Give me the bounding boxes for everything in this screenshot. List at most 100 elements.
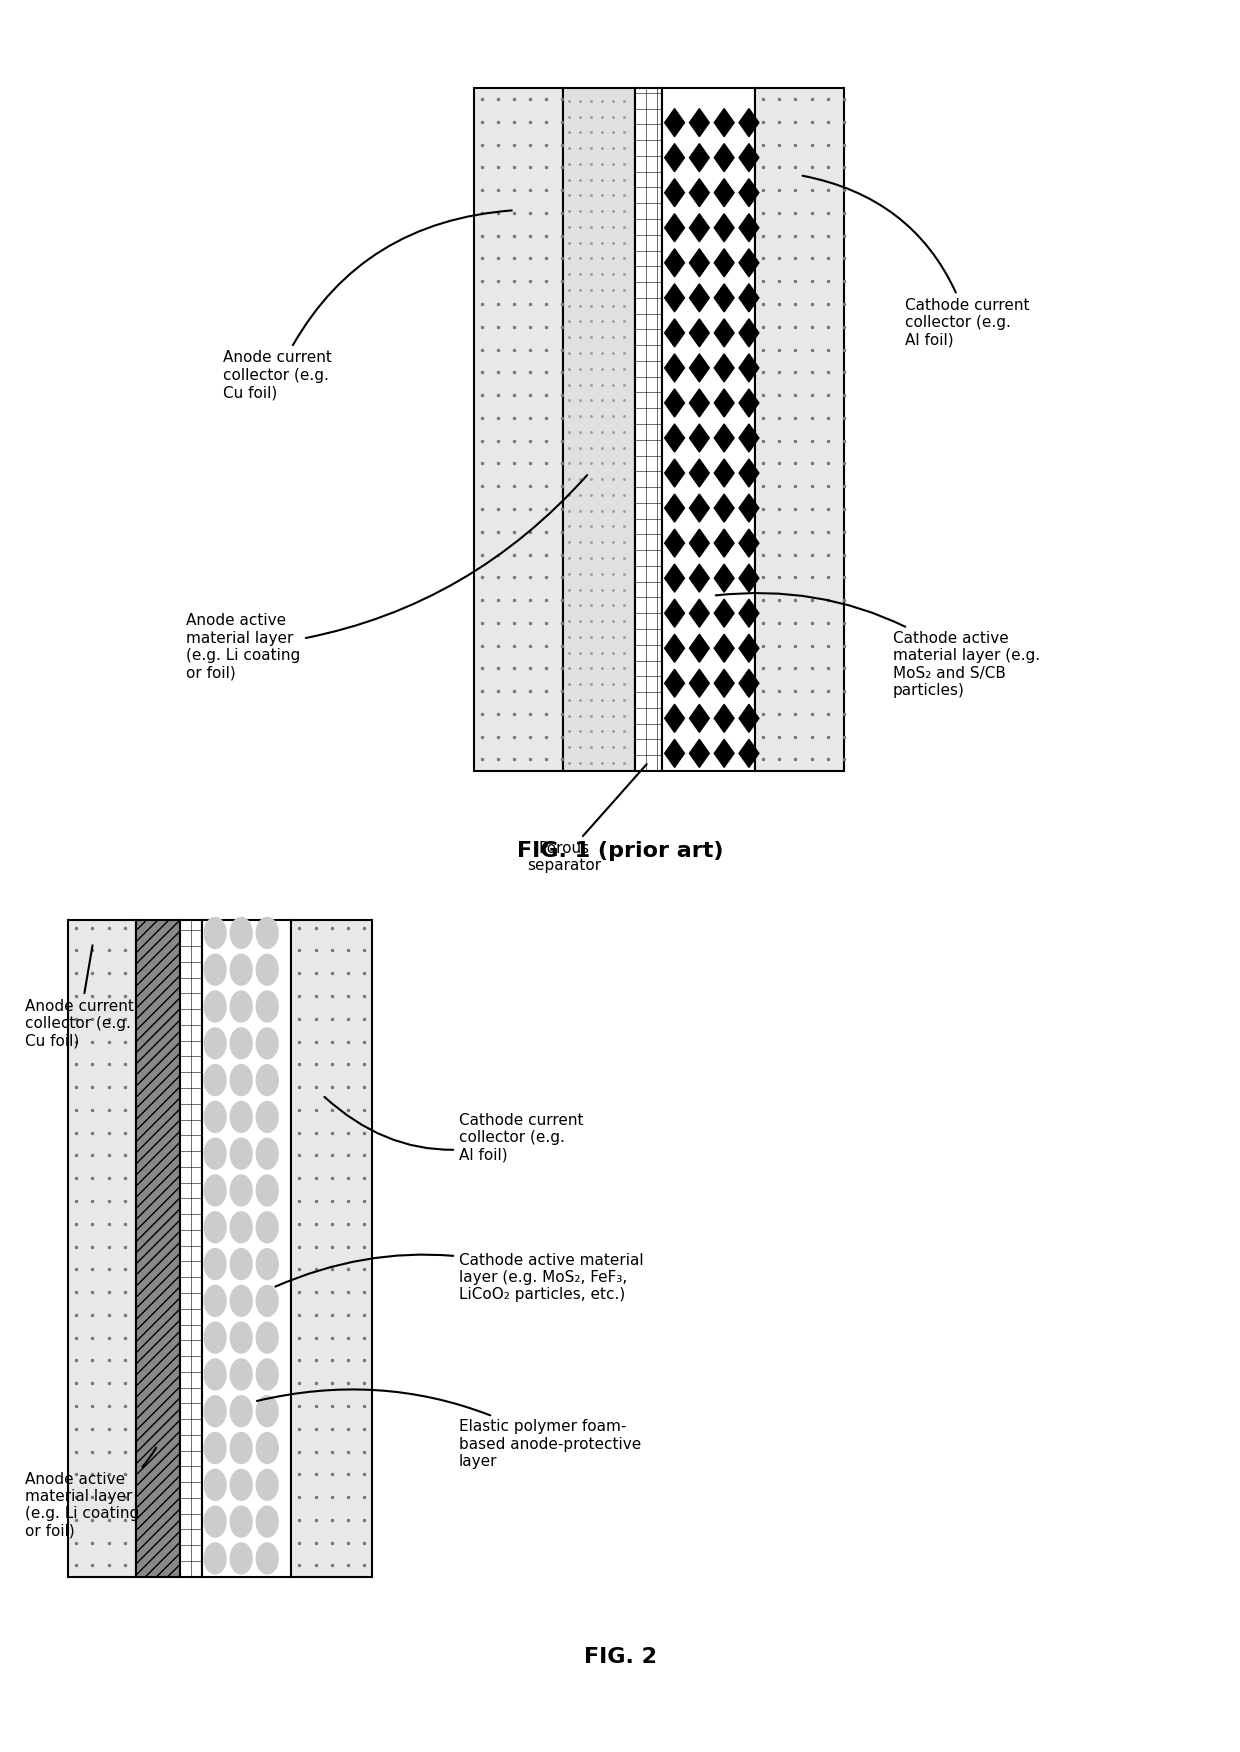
Circle shape — [205, 1544, 226, 1573]
Circle shape — [205, 1212, 226, 1242]
Polygon shape — [689, 564, 709, 592]
Polygon shape — [714, 214, 734, 242]
Bar — [755, 88, 844, 771]
Circle shape — [257, 1544, 278, 1573]
Circle shape — [231, 1065, 252, 1095]
Circle shape — [257, 1323, 278, 1353]
Circle shape — [257, 1212, 278, 1242]
Polygon shape — [739, 459, 759, 487]
Polygon shape — [739, 529, 759, 557]
Bar — [68, 920, 136, 1577]
Polygon shape — [665, 669, 684, 697]
Polygon shape — [714, 564, 734, 592]
Bar — [662, 88, 755, 771]
Bar — [291, 920, 372, 1577]
Polygon shape — [665, 739, 684, 767]
Polygon shape — [665, 354, 684, 382]
Bar — [180, 920, 202, 1577]
Polygon shape — [714, 109, 734, 137]
Polygon shape — [714, 739, 734, 767]
Text: Cathode active
material layer (e.g.
MoS₂ and S/CB
particles): Cathode active material layer (e.g. MoS₂… — [715, 592, 1040, 697]
Circle shape — [257, 1286, 278, 1316]
Circle shape — [257, 955, 278, 985]
Polygon shape — [714, 634, 734, 662]
Circle shape — [257, 1176, 278, 1205]
Circle shape — [205, 1065, 226, 1095]
Polygon shape — [739, 599, 759, 627]
Circle shape — [257, 1433, 278, 1463]
Polygon shape — [739, 739, 759, 767]
Polygon shape — [665, 144, 684, 172]
Circle shape — [257, 1102, 278, 1132]
Circle shape — [257, 1028, 278, 1058]
Polygon shape — [689, 669, 709, 697]
Polygon shape — [739, 424, 759, 452]
Polygon shape — [714, 389, 734, 417]
Polygon shape — [714, 494, 734, 522]
Circle shape — [231, 1102, 252, 1132]
Polygon shape — [714, 179, 734, 207]
Polygon shape — [665, 459, 684, 487]
Polygon shape — [689, 179, 709, 207]
Circle shape — [257, 992, 278, 1021]
Circle shape — [205, 1323, 226, 1353]
Text: Porous
separator: Porous separator — [527, 764, 647, 872]
Polygon shape — [714, 704, 734, 732]
Text: Elastic polymer foam-
based anode-protective
layer: Elastic polymer foam- based anode-protec… — [257, 1389, 641, 1468]
Bar — [202, 920, 291, 1577]
Polygon shape — [689, 109, 709, 137]
Circle shape — [205, 1470, 226, 1500]
Polygon shape — [714, 459, 734, 487]
Circle shape — [231, 1433, 252, 1463]
Circle shape — [231, 1028, 252, 1058]
Polygon shape — [714, 424, 734, 452]
Polygon shape — [665, 249, 684, 277]
Circle shape — [257, 1360, 278, 1389]
Circle shape — [205, 1507, 226, 1537]
Polygon shape — [739, 109, 759, 137]
Polygon shape — [739, 564, 759, 592]
Circle shape — [231, 1360, 252, 1389]
Text: Anode active
material layer
(e.g. Li coating
or foil): Anode active material layer (e.g. Li coa… — [186, 475, 588, 680]
Polygon shape — [689, 739, 709, 767]
Polygon shape — [689, 529, 709, 557]
Polygon shape — [739, 144, 759, 172]
Polygon shape — [665, 599, 684, 627]
Polygon shape — [665, 424, 684, 452]
Polygon shape — [739, 389, 759, 417]
Polygon shape — [714, 319, 734, 347]
Polygon shape — [714, 669, 734, 697]
Bar — [136, 920, 180, 1577]
Polygon shape — [714, 529, 734, 557]
Polygon shape — [739, 179, 759, 207]
Text: Anode current
collector (e.g.
Cu foil): Anode current collector (e.g. Cu foil) — [223, 210, 512, 399]
Polygon shape — [714, 144, 734, 172]
Polygon shape — [689, 249, 709, 277]
Circle shape — [205, 1286, 226, 1316]
Circle shape — [205, 1433, 226, 1463]
Polygon shape — [665, 634, 684, 662]
Circle shape — [205, 1360, 226, 1389]
Text: FIG. 1 (prior art): FIG. 1 (prior art) — [517, 841, 723, 860]
Circle shape — [257, 1139, 278, 1169]
Text: Anode current
collector (e.g.
Cu foil): Anode current collector (e.g. Cu foil) — [25, 946, 134, 1048]
Bar — [474, 88, 563, 771]
Circle shape — [231, 1176, 252, 1205]
Polygon shape — [739, 214, 759, 242]
Circle shape — [231, 1470, 252, 1500]
Circle shape — [231, 1139, 252, 1169]
Circle shape — [205, 1139, 226, 1169]
Polygon shape — [739, 284, 759, 312]
Polygon shape — [714, 284, 734, 312]
Polygon shape — [665, 284, 684, 312]
Circle shape — [205, 992, 226, 1021]
Polygon shape — [739, 494, 759, 522]
Polygon shape — [689, 319, 709, 347]
Circle shape — [257, 918, 278, 948]
Polygon shape — [689, 424, 709, 452]
Polygon shape — [739, 354, 759, 382]
Polygon shape — [665, 494, 684, 522]
Text: Cathode active material
layer (e.g. MoS₂, FeF₃,
LiCoO₂ particles, etc.): Cathode active material layer (e.g. MoS₂… — [275, 1253, 644, 1302]
Circle shape — [231, 1249, 252, 1279]
Polygon shape — [689, 389, 709, 417]
